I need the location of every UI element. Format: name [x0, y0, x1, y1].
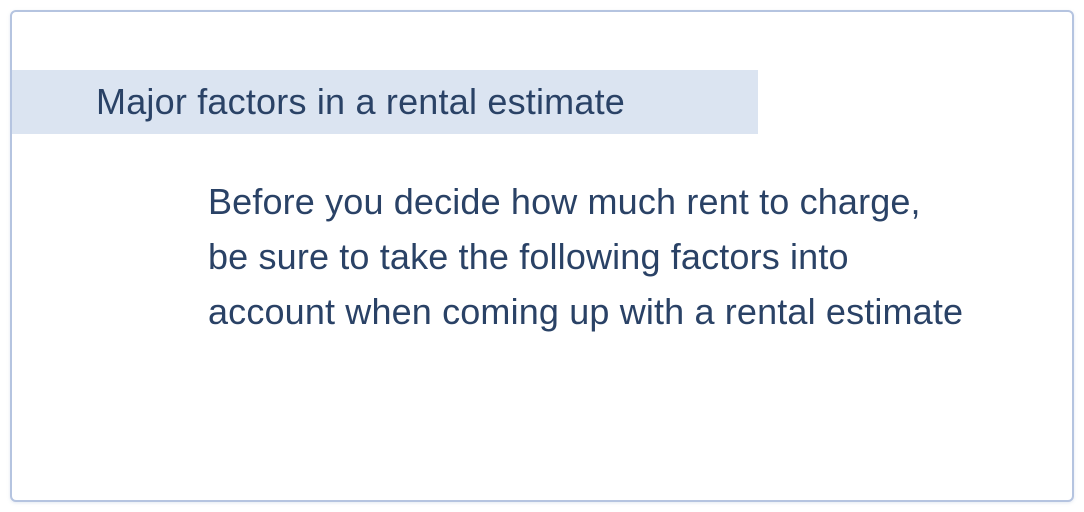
- card-body-text: Before you decide how much rent to charg…: [208, 174, 968, 339]
- title-band: Major factors in a rental estimate: [12, 70, 758, 134]
- body-wrap: Before you decide how much rent to charg…: [208, 174, 968, 339]
- info-card: Major factors in a rental estimate Befor…: [10, 10, 1074, 502]
- card-title: Major factors in a rental estimate: [96, 81, 625, 123]
